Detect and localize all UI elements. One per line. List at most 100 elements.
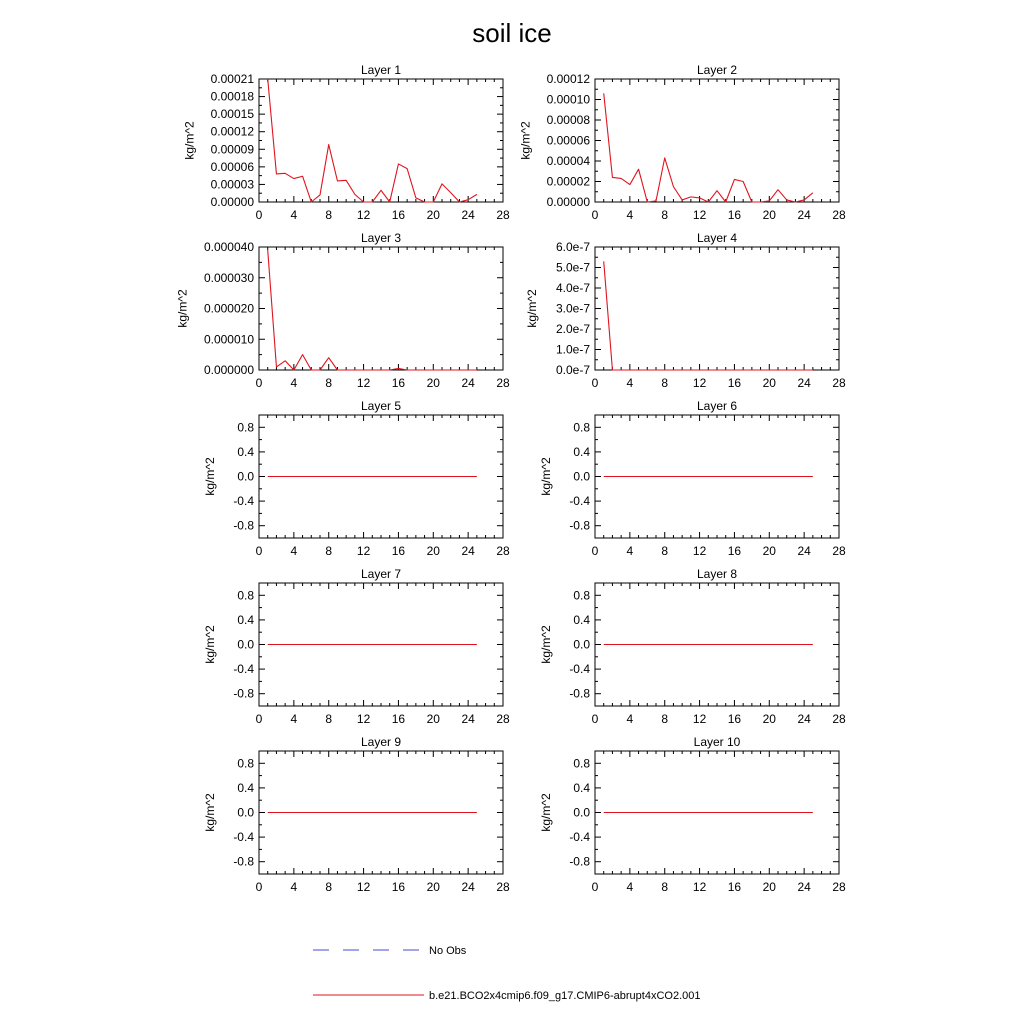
series-line [267, 250, 477, 371]
y-tick-label: 0.8 [573, 756, 590, 770]
panel-title: Layer 4 [697, 231, 737, 245]
x-tick-label: 8 [661, 208, 668, 222]
x-tick-label: 12 [693, 880, 707, 894]
x-tick-label: 8 [661, 376, 668, 390]
panel-title: Layer 1 [361, 63, 401, 77]
x-tick-label: 24 [797, 712, 811, 726]
y-tick-label: 0.00008 [547, 113, 591, 127]
y-tick-label: 0.0 [237, 470, 254, 484]
y-axis-label: kg/m^2 [176, 289, 190, 328]
x-tick-label: 8 [661, 880, 668, 894]
y-tick-label: 2.0e-7 [556, 322, 590, 336]
y-tick-label: 0.00010 [547, 93, 591, 107]
y-tick-label: -0.4 [233, 494, 254, 508]
x-tick-label: 16 [728, 880, 742, 894]
y-tick-label: -0.8 [233, 687, 254, 701]
y-axis-label: kg/m^2 [182, 121, 196, 160]
y-tick-label: 0.000030 [204, 271, 254, 285]
x-tick-label: 0 [592, 376, 599, 390]
y-tick-label: 0.00002 [547, 175, 591, 189]
x-tick-label: 20 [763, 376, 777, 390]
y-axis-label: kg/m^2 [539, 793, 553, 832]
panel-title: Layer 7 [361, 567, 401, 581]
x-tick-label: 12 [357, 208, 371, 222]
x-tick-label: 4 [291, 208, 298, 222]
x-tick-label: 8 [325, 880, 332, 894]
y-tick-label: 1.0e-7 [556, 343, 590, 357]
y-tick-label: 0.4 [573, 445, 590, 459]
x-tick-label: 28 [496, 880, 510, 894]
x-tick-label: 0 [592, 880, 599, 894]
y-tick-label: -0.4 [233, 830, 254, 844]
x-tick-label: 16 [392, 208, 406, 222]
x-tick-label: 20 [763, 880, 777, 894]
y-tick-label: 0.000040 [204, 240, 254, 254]
x-tick-label: 28 [496, 712, 510, 726]
x-tick-label: 8 [325, 376, 332, 390]
figure-title: soil ice [472, 18, 551, 48]
panel-title: Layer 9 [361, 735, 401, 749]
y-tick-label: 0.0 [237, 638, 254, 652]
y-axis-label: kg/m^2 [525, 289, 539, 328]
x-tick-label: 0 [592, 208, 599, 222]
x-tick-label: 20 [427, 208, 441, 222]
y-tick-label: 0.8 [573, 588, 590, 602]
x-tick-label: 4 [627, 544, 634, 558]
x-tick-label: 28 [496, 376, 510, 390]
y-tick-label: 0.0 [573, 806, 590, 820]
y-axis-label: kg/m^2 [518, 121, 532, 160]
y-tick-label: 0.4 [237, 445, 254, 459]
y-tick-label: 0.8 [237, 588, 254, 602]
x-tick-label: 0 [256, 712, 263, 726]
x-tick-label: 4 [291, 376, 298, 390]
panel-layer-5: Layer 5 0 4 8 12 16 20 24 28 -0.8 -0.4 0.0 0.4 0.8 kg/… [203, 399, 510, 558]
x-tick-label: 24 [461, 712, 475, 726]
x-tick-label: 24 [461, 208, 475, 222]
x-tick-label: 0 [256, 376, 263, 390]
series-line [267, 78, 478, 203]
y-tick-label: 0.4 [573, 781, 590, 795]
x-tick-label: 8 [325, 208, 332, 222]
y-tick-label: 0.8 [237, 420, 254, 434]
plot-frame [258, 246, 504, 371]
series-line [603, 93, 814, 203]
x-tick-label: 4 [627, 880, 634, 894]
y-tick-label: 6.0e-7 [556, 240, 590, 254]
x-tick-label: 28 [496, 208, 510, 222]
plot-frame [258, 78, 504, 203]
y-tick-label: -0.8 [569, 687, 590, 701]
y-tick-label: 0.0 [237, 806, 254, 820]
x-tick-label: 8 [661, 712, 668, 726]
panel-layer-9: Layer 9 0 4 8 12 16 20 24 28 -0.8 -0.4 0.0 0.4 0.8 kg/… [203, 735, 510, 894]
y-tick-label: 0.4 [573, 613, 590, 627]
x-tick-label: 16 [392, 376, 406, 390]
y-axis-label: kg/m^2 [203, 625, 217, 664]
panel-title: Layer 10 [694, 735, 741, 749]
x-tick-label: 24 [797, 880, 811, 894]
y-tick-label: 0.000020 [204, 302, 254, 316]
y-axis-label: kg/m^2 [203, 457, 217, 496]
x-tick-label: 16 [728, 544, 742, 558]
x-tick-label: 4 [627, 208, 634, 222]
y-tick-label: 0.0e-7 [556, 363, 590, 377]
x-tick-label: 12 [693, 376, 707, 390]
y-tick-label: 0.0 [573, 638, 590, 652]
y-tick-label: 0.8 [237, 756, 254, 770]
y-tick-label: 0.000000 [204, 363, 254, 377]
x-tick-label: 20 [427, 544, 441, 558]
panel-layer-2: Layer 2 0 4 8 12 16 20 24 28 0.00000 0.00002 0.0000… [518, 63, 846, 222]
x-tick-label: 16 [392, 544, 406, 558]
plot-frame [594, 78, 840, 203]
panel-title: Layer 8 [697, 567, 737, 581]
y-tick-label: 0.00004 [547, 154, 591, 168]
y-tick-label: 0.00006 [547, 134, 591, 148]
x-tick-label: 12 [693, 544, 707, 558]
y-tick-label: 0.000010 [204, 332, 254, 346]
legend: No Obs b.e21.BCO2x4cmip6.f09_g17.CMIP6-a… [313, 945, 701, 1002]
panel-layer-7: Layer 7 0 4 8 12 16 20 24 28 -0.8 -0.4 0.0 0.4 0.8 kg/… [203, 567, 510, 726]
y-axis-label: kg/m^2 [539, 457, 553, 496]
y-tick-label: -0.4 [569, 830, 590, 844]
panel-layer-4: Layer 4 0 4 8 12 16 20 24 28 0.0e-7 1.0e-7 2.0e-7 3.… [525, 231, 846, 390]
panel-layer-3: Layer 3 0 4 8 12 16 20 24 28 0.000000 0.000010 0.00… [176, 231, 510, 390]
y-tick-label: 0.00006 [211, 160, 255, 174]
